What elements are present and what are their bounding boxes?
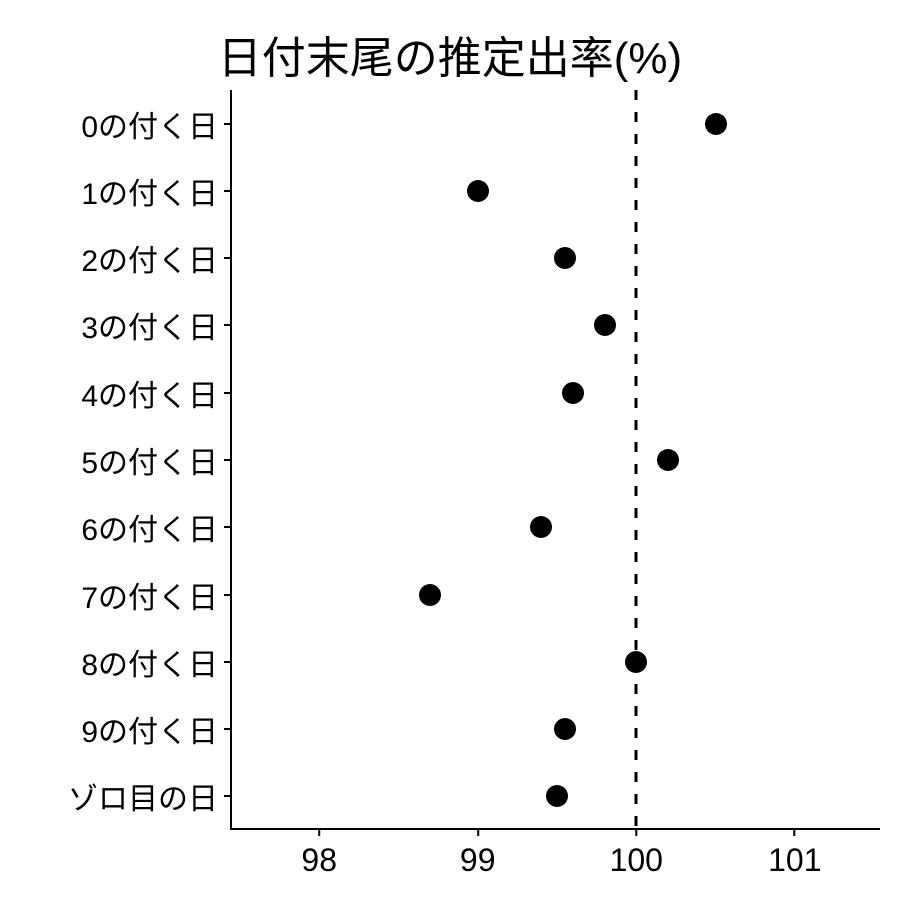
data-point <box>554 718 576 740</box>
y-tick: 9の付く日 <box>81 707 232 751</box>
y-tick-label: 3の付く日 <box>81 303 224 347</box>
y-tick: 1の付く日 <box>81 169 232 213</box>
y-tick-mark <box>224 795 232 797</box>
x-tick-label: 101 <box>768 836 821 879</box>
y-tick: 4の付く日 <box>81 371 232 415</box>
x-tick-label: 100 <box>610 836 663 879</box>
y-tick: 8の付く日 <box>81 640 232 684</box>
data-point <box>705 113 727 135</box>
y-tick: 5の付く日 <box>81 438 232 482</box>
y-tick-label: 7の付く日 <box>81 573 224 617</box>
x-tick: 100 <box>610 828 663 879</box>
y-tick: 0の付く日 <box>81 102 232 146</box>
x-tick-mark <box>477 828 479 836</box>
y-tick: 7の付く日 <box>81 573 232 617</box>
data-point <box>419 584 441 606</box>
chart-container: 日付末尾の推定出率(%) 0の付く日1の付く日2の付く日3の付く日4の付く日5の… <box>0 0 900 900</box>
plot-area: 0の付く日1の付く日2の付く日3の付く日4の付く日5の付く日6の付く日7の付く日… <box>230 90 880 830</box>
y-tick-mark <box>224 257 232 259</box>
y-tick-label: 0の付く日 <box>81 102 224 146</box>
y-tick-label: 4の付く日 <box>81 371 224 415</box>
reference-line <box>635 90 638 828</box>
y-tick-mark <box>224 526 232 528</box>
y-tick-label: 6の付く日 <box>81 505 224 549</box>
y-tick-mark <box>224 594 232 596</box>
y-tick-mark <box>224 728 232 730</box>
x-tick: 98 <box>301 828 337 879</box>
data-point <box>625 651 647 673</box>
y-tick-mark <box>224 123 232 125</box>
y-tick-mark <box>224 324 232 326</box>
y-tick-label: 5の付く日 <box>81 438 224 482</box>
data-point <box>530 516 552 538</box>
x-tick-label: 98 <box>301 836 337 879</box>
y-tick: 2の付く日 <box>81 236 232 280</box>
x-tick-mark <box>635 828 637 836</box>
y-tick-label: 8の付く日 <box>81 640 224 684</box>
x-tick-mark <box>794 828 796 836</box>
x-tick: 99 <box>460 828 496 879</box>
data-point <box>562 382 584 404</box>
data-point <box>546 785 568 807</box>
x-tick: 101 <box>768 828 821 879</box>
chart-title: 日付末尾の推定出率(%) <box>0 22 900 86</box>
x-tick-label: 99 <box>460 836 496 879</box>
y-tick-mark <box>224 661 232 663</box>
data-point <box>467 180 489 202</box>
data-point <box>657 449 679 471</box>
y-tick: 6の付く日 <box>81 505 232 549</box>
data-point <box>554 247 576 269</box>
y-tick-label: 2の付く日 <box>81 236 224 280</box>
y-tick-label: ゾロ目の日 <box>68 774 224 818</box>
y-tick-mark <box>224 459 232 461</box>
y-tick: 3の付く日 <box>81 303 232 347</box>
x-tick-mark <box>318 828 320 836</box>
y-tick-label: 1の付く日 <box>81 169 224 213</box>
data-point <box>594 314 616 336</box>
y-tick-label: 9の付く日 <box>81 707 224 751</box>
y-tick: ゾロ目の日 <box>68 774 232 818</box>
y-tick-mark <box>224 392 232 394</box>
y-tick-mark <box>224 190 232 192</box>
